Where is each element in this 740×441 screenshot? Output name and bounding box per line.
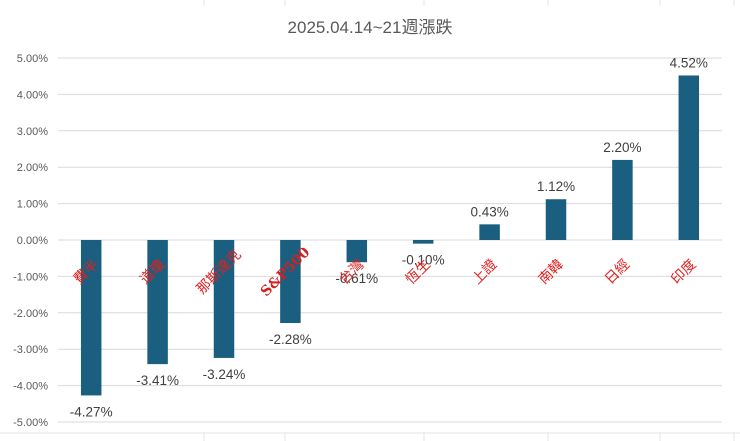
data-label: -2.28% bbox=[269, 332, 312, 347]
y-tick-label: 3.00% bbox=[17, 126, 48, 138]
y-tick-label: -3.00% bbox=[13, 344, 48, 356]
y-tick-label: -1.00% bbox=[13, 271, 48, 283]
data-labels: -4.27% -3.41% -3.24% -2.28% -0.61% -0.10% 0.43… bbox=[70, 55, 708, 419]
bar-S&P500 bbox=[280, 240, 301, 323]
bar-費半 bbox=[80, 240, 102, 396]
category-label: 上證 bbox=[469, 256, 501, 288]
bar-series bbox=[80, 75, 700, 396]
category-label: 印度 bbox=[668, 257, 699, 288]
data-label: -0.61% bbox=[335, 271, 378, 286]
bar-上證 bbox=[479, 224, 500, 240]
data-label: -0.10% bbox=[402, 253, 445, 268]
data-label: -4.27% bbox=[70, 404, 113, 419]
y-tick-label: -4.00% bbox=[13, 381, 48, 393]
y-tick-label: 0.00% bbox=[17, 235, 48, 247]
chart-title: 2025.04.14~21週漲跌 bbox=[288, 18, 453, 37]
y-tick-label: 5.00% bbox=[17, 53, 48, 65]
bar-台灣 bbox=[346, 240, 368, 263]
y-tick-label: 1.00% bbox=[17, 199, 48, 211]
y-tick-label: -5.00% bbox=[13, 417, 48, 429]
category-label: 日經 bbox=[602, 257, 633, 288]
category-label: 南韓 bbox=[536, 257, 567, 288]
y-tick-label: -2.00% bbox=[13, 308, 48, 320]
y-gridlines bbox=[58, 57, 722, 423]
data-label: 1.12% bbox=[537, 179, 575, 194]
bar-南韓 bbox=[545, 199, 567, 240]
bar-恆生 bbox=[412, 240, 434, 244]
bar-那斯達克 bbox=[213, 240, 235, 358]
data-label: 2.20% bbox=[603, 140, 641, 155]
bar-印度 bbox=[678, 75, 700, 240]
y-tick-label: 4.00% bbox=[17, 89, 48, 101]
data-label: -3.24% bbox=[203, 367, 246, 382]
data-label: -3.41% bbox=[136, 373, 179, 388]
bar-道瓊 bbox=[147, 240, 168, 365]
y-tick-label: 2.00% bbox=[17, 162, 48, 174]
y-axis-tick-labels: 5.00% 4.00% 3.00% 2.00% 1.00% 0.00% -1.00% -2.0… bbox=[13, 53, 48, 429]
data-label: 0.43% bbox=[470, 204, 508, 219]
data-label: 4.52% bbox=[670, 55, 708, 70]
bar-日經 bbox=[612, 159, 633, 240]
